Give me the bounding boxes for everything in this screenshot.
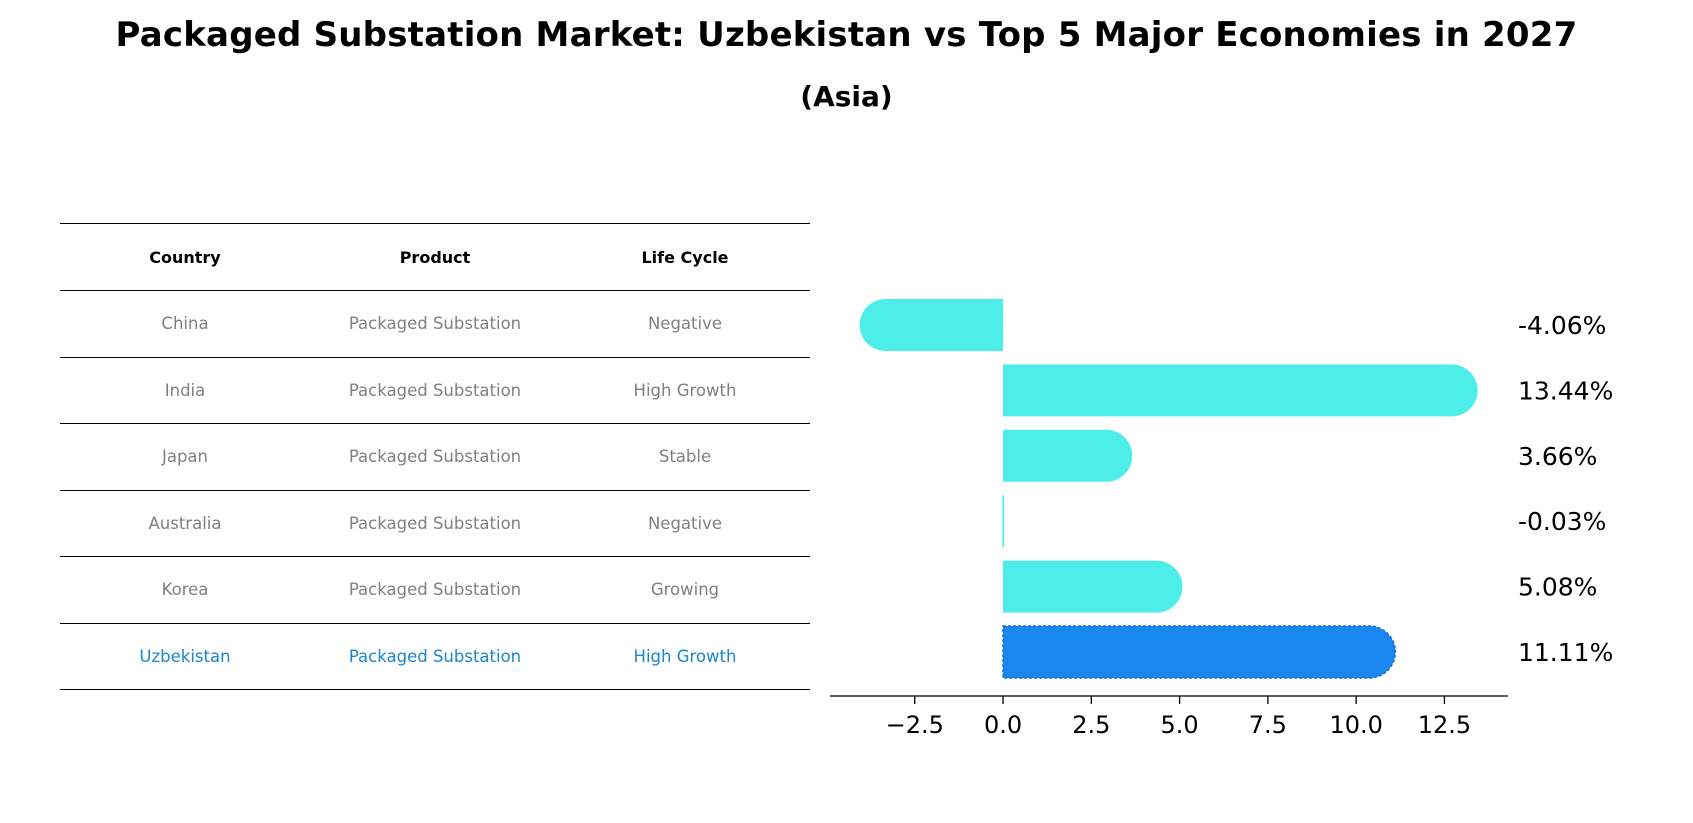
cell-life-cycle: Negative: [560, 490, 810, 557]
bar-india: [1003, 364, 1478, 417]
table-row: China Packaged Substation Negative: [60, 290, 810, 358]
x-tick-label: 10.0: [1329, 711, 1382, 739]
cell-product: Packaged Substation: [310, 490, 560, 557]
data-label-uzbekistan: 11.11%: [1518, 638, 1613, 667]
data-label-korea: 5.08%: [1518, 573, 1597, 602]
header-country: Country: [60, 223, 310, 291]
header-product: Product: [310, 223, 560, 291]
cell-country: Uzbekistan: [60, 623, 310, 690]
table-header-row: Country Product Life Cycle: [60, 223, 810, 291]
bar-korea: [1003, 560, 1183, 613]
x-tick-label: 5.0: [1161, 711, 1199, 739]
data-label-india: 13.44%: [1518, 376, 1613, 405]
cell-country: Japan: [60, 423, 310, 491]
x-tick-label: 7.5: [1249, 711, 1287, 739]
chart-subtitle: (Asia): [800, 80, 893, 113]
cell-product: Packaged Substation: [310, 290, 560, 358]
table-row: India Packaged Substation High Growth: [60, 357, 810, 424]
table-row: Japan Packaged Substation Stable: [60, 423, 810, 491]
cell-life-cycle: Growing: [560, 556, 810, 624]
chart-title: Packaged Substation Market: Uzbekistan v…: [115, 15, 1578, 55]
bar-china: [859, 299, 1004, 351]
cell-country: China: [60, 290, 310, 358]
data-label-australia: -0.03%: [1518, 507, 1606, 536]
table-row: Korea Packaged Substation Growing: [60, 556, 810, 624]
cell-life-cycle: Stable: [560, 423, 810, 491]
cell-product: Packaged Substation: [310, 423, 560, 491]
data-label-japan: 3.66%: [1518, 442, 1597, 471]
cell-life-cycle: High Growth: [560, 623, 810, 690]
data-label-china: -4.06%: [1518, 311, 1606, 340]
header-life-cycle: Life Cycle: [560, 223, 810, 291]
cell-product: Packaged Substation: [310, 623, 560, 690]
x-tick-label: −2.5: [886, 711, 944, 739]
cell-product: Packaged Substation: [310, 556, 560, 624]
x-tick-label: 12.5: [1418, 711, 1471, 739]
comparison-table: Country Product Life Cycle China Package…: [60, 223, 810, 690]
cell-life-cycle: Negative: [560, 290, 810, 358]
bar-uzbekistan: [1002, 625, 1397, 679]
bar-australia: [1002, 495, 1005, 548]
bar-japan: [1003, 429, 1133, 482]
x-tick-label: 0.0: [984, 711, 1022, 739]
table-row: Australia Packaged Substation Negative: [60, 490, 810, 557]
cell-country: Australia: [60, 490, 310, 557]
cell-life-cycle: High Growth: [560, 357, 810, 424]
cell-product: Packaged Substation: [310, 357, 560, 424]
cell-country: Korea: [60, 556, 310, 624]
table-row-highlight: Uzbekistan Packaged Substation High Grow…: [60, 623, 810, 690]
x-tick-label: 2.5: [1072, 711, 1110, 739]
cell-country: India: [60, 357, 310, 424]
